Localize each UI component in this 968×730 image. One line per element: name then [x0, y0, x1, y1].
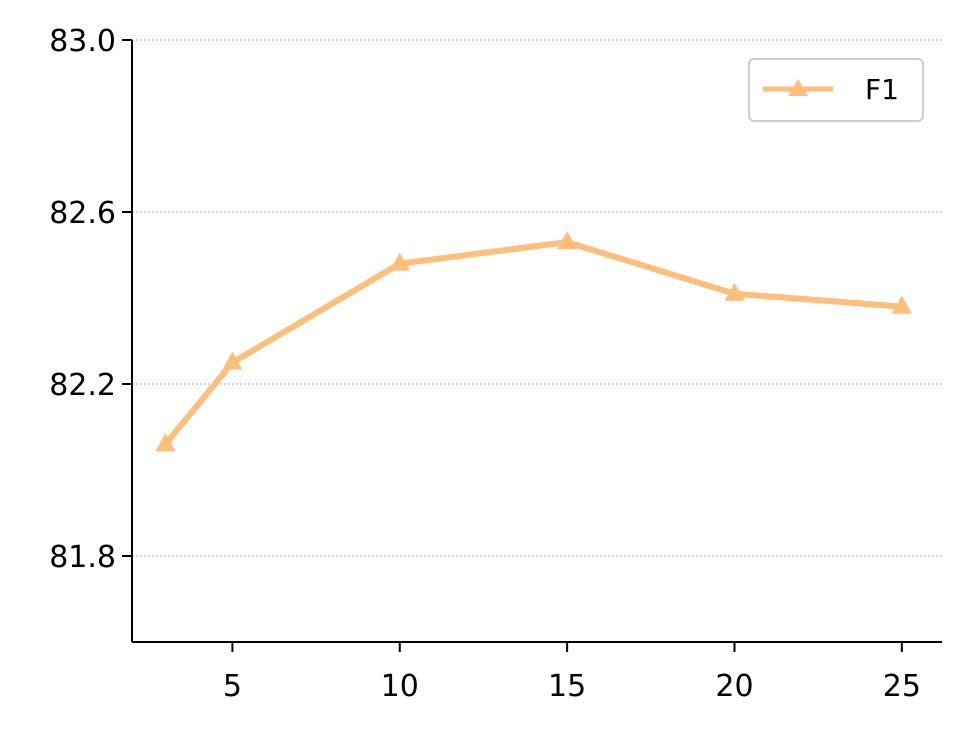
- legend-triangle-marker: [788, 79, 808, 96]
- legend: F1: [748, 58, 924, 122]
- y-tick-label: 82.2: [49, 368, 116, 403]
- x-tick-label: 5: [223, 669, 242, 704]
- data-point-marker: [155, 433, 176, 452]
- data-point-marker: [724, 282, 745, 301]
- legend-frame: [748, 58, 924, 122]
- y-tick-label: 81.8: [49, 540, 116, 575]
- data-point-marker: [557, 231, 578, 250]
- y-tick-label: 82.6: [49, 196, 116, 231]
- data-point-marker: [222, 351, 243, 370]
- x-tick-label: 15: [548, 669, 586, 704]
- data-point-marker: [891, 295, 912, 314]
- x-tick-label: 25: [883, 669, 921, 704]
- data-point-marker: [389, 252, 410, 271]
- series-f1: [155, 231, 912, 452]
- grid-lines: [132, 39, 942, 557]
- axes: [131, 40, 942, 643]
- axis-ticks: 81.8 82.2 82.6 83.0 5 10 15 20 25: [49, 24, 921, 704]
- x-tick-label: 20: [715, 669, 753, 704]
- x-tick-label: 10: [381, 669, 419, 704]
- legend-label-f1: F1: [865, 73, 899, 106]
- series-line-f1: [162, 239, 905, 448]
- y-tick-label: 83.0: [49, 24, 116, 59]
